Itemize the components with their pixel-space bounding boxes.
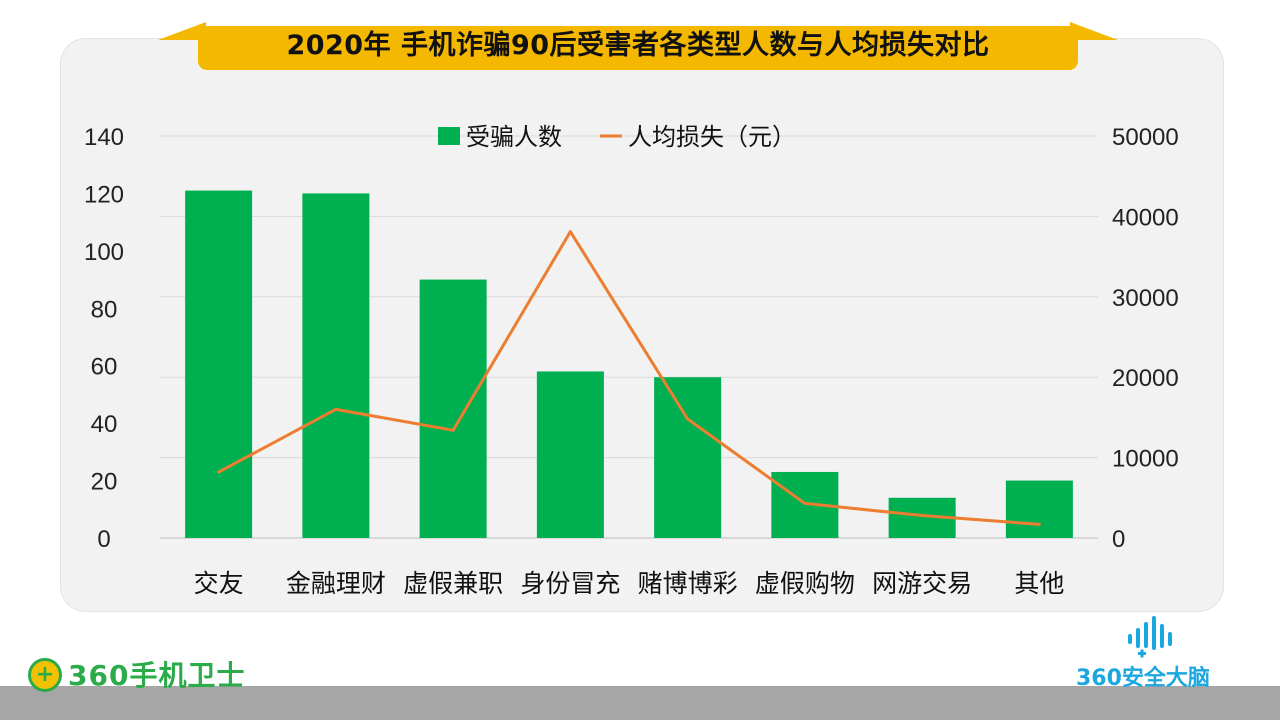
legend-swatch-bar xyxy=(438,127,460,145)
y-right-tick-label: 50000 xyxy=(1112,124,1179,151)
footer-bar xyxy=(0,686,1280,720)
y-left-tick-label: 140 xyxy=(84,124,124,151)
y-right-tick-label: 10000 xyxy=(1112,446,1179,473)
legend-label-line: 人均损失（元） xyxy=(628,123,796,151)
sound-wave-icon xyxy=(1128,616,1172,658)
y-right-tick-label: 30000 xyxy=(1112,285,1179,312)
bar-8 xyxy=(1005,480,1073,538)
y-left-tick-label: 100 xyxy=(84,239,124,266)
legend-label-bar: 受骗人数 xyxy=(466,123,562,151)
line-point-4 xyxy=(568,230,572,234)
line-point-1 xyxy=(217,470,221,474)
line-point-8 xyxy=(1037,522,1041,526)
bar-4 xyxy=(536,371,604,538)
bar-5 xyxy=(654,377,722,538)
line-point-7 xyxy=(920,513,924,517)
line-point-5 xyxy=(686,417,690,421)
line-point-2 xyxy=(334,407,338,411)
y-left-tick-label: 120 xyxy=(84,181,124,208)
y-right-tick-label: 0 xyxy=(1112,526,1125,553)
y-left-tick-label: 80 xyxy=(91,296,118,323)
bar-1 xyxy=(185,190,253,539)
bar-2 xyxy=(302,193,370,538)
logo-left-text: 360手机卫士 xyxy=(68,659,246,692)
y-right-tick-label: 20000 xyxy=(1112,365,1179,392)
x-tick-label: 赌博博彩 xyxy=(638,569,738,598)
logo-right-text: 360安全大脑 xyxy=(1076,666,1210,691)
line-point-6 xyxy=(803,501,807,505)
y-left-tick-label: 40 xyxy=(91,411,118,438)
y-left-tick-label: 0 xyxy=(97,526,110,553)
logo-mark: + xyxy=(35,662,55,687)
y-left-tick-label: 20 xyxy=(91,469,118,496)
x-tick-label: 虚假兼职 xyxy=(403,569,503,598)
x-tick-label: 交友 xyxy=(194,569,244,598)
x-tick-label: 金融理财 xyxy=(286,569,386,598)
x-tick-label: 虚假购物 xyxy=(755,569,855,598)
y-left-tick-label: 60 xyxy=(91,354,118,381)
line-point-3 xyxy=(451,428,455,432)
y-right-tick-label: 40000 xyxy=(1112,204,1179,231)
shield-plus-icon: + xyxy=(28,658,62,692)
x-tick-label: 其他 xyxy=(1014,569,1064,598)
banner-shape xyxy=(158,22,1118,70)
line-series-avg-loss xyxy=(217,230,1040,526)
title-banner: 2020年 手机诈骗90后受害者各类型人数与人均损失对比 xyxy=(158,20,1118,72)
logo-360-security-brain: 360安全大脑 xyxy=(1076,614,1246,696)
x-tick-label: 网游交易 xyxy=(872,569,972,598)
bar-3 xyxy=(419,279,487,538)
x-tick-label: 身份冒充 xyxy=(520,569,620,598)
chart-title: 2020年 手机诈骗90后受害者各类型人数与人均损失对比 xyxy=(286,30,990,61)
